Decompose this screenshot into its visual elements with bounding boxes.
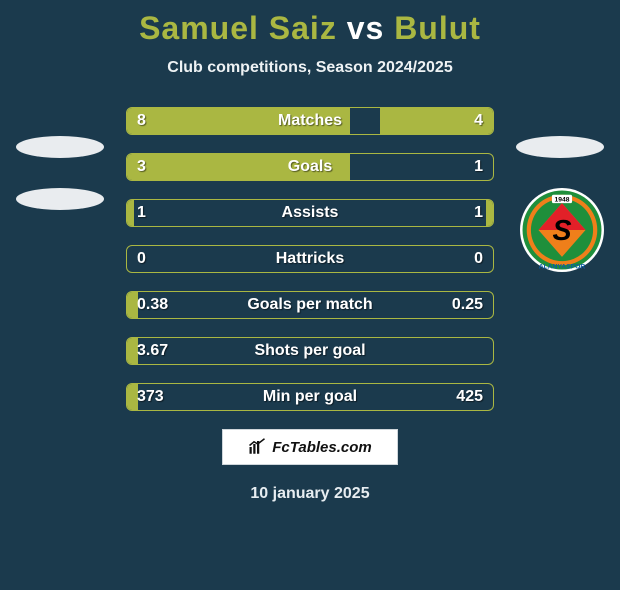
stat-value-b: 4 [474,108,483,134]
stat-label: Goals [127,154,493,180]
vs-text: vs [347,10,385,46]
player-a-placeholder-2 [16,188,104,210]
brand-text: FcTables.com [272,439,371,456]
date-text: 10 january 2025 [0,485,620,503]
brand-badge: FcTables.com [222,429,398,465]
stat-row: 3Goals1 [126,153,494,181]
stat-label: Min per goal [127,384,493,410]
stat-row: 0.38Goals per match0.25 [126,291,494,319]
stats-container: 8Matches43Goals11Assists10Hattricks00.38… [126,107,494,411]
svg-text:S: S [552,215,571,247]
player-b-name: Bulut [394,10,481,46]
player-a-name: Samuel Saiz [139,10,337,46]
player-b-club-badge: S 1948 ALANYASPOR [520,188,604,272]
stat-row: 1Assists1 [126,199,494,227]
player-b-placeholder-1 [516,136,604,158]
stat-label: Shots per goal [127,338,493,364]
stat-row: 8Matches4 [126,107,494,135]
stat-value-b: 0 [474,246,483,272]
stat-label: Hattricks [127,246,493,272]
comparison-title: Samuel Saiz vs Bulut [0,10,620,47]
stat-row: 373Min per goal425 [126,383,494,411]
svg-text:ALANYASPOR: ALANYASPOR [539,264,586,271]
stat-row: 0Hattricks0 [126,245,494,273]
stat-label: Assists [127,200,493,226]
stat-value-b: 425 [456,384,483,410]
stat-value-b: 1 [474,154,483,180]
stat-value-b: 1 [474,200,483,226]
stat-value-b: 0.25 [452,292,483,318]
player-a-placeholder-1 [16,136,104,158]
stat-label: Goals per match [127,292,493,318]
chart-icon [248,438,266,456]
stat-label: Matches [127,108,493,134]
svg-text:1948: 1948 [555,196,570,203]
subtitle: Club competitions, Season 2024/2025 [0,59,620,77]
stat-row: 3.67Shots per goal [126,337,494,365]
